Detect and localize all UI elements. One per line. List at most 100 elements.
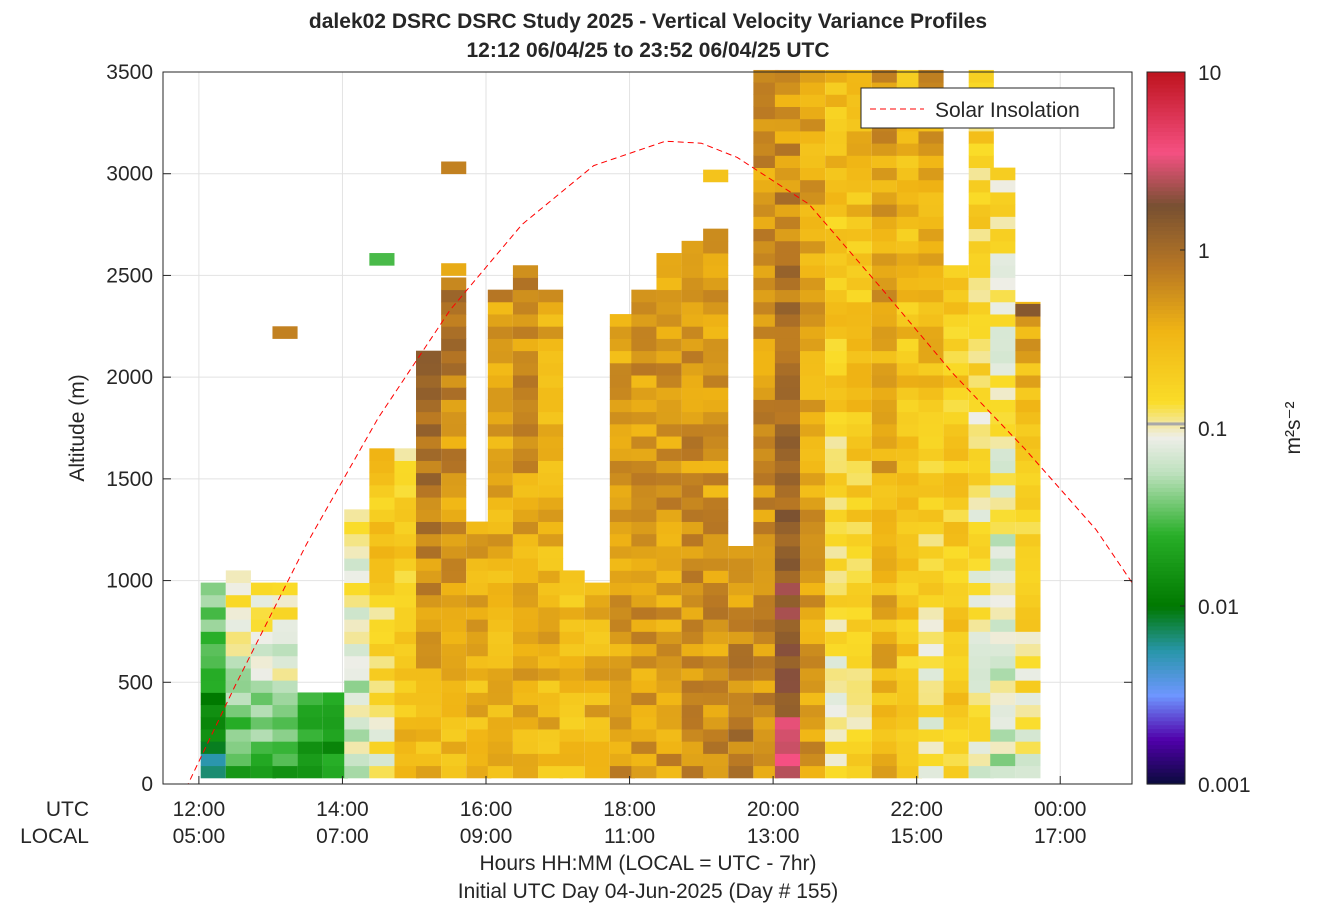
colorbar-segment bbox=[1147, 653, 1185, 659]
variance-cell bbox=[918, 338, 944, 352]
colorbar-segment bbox=[1147, 435, 1185, 441]
variance-cell bbox=[753, 179, 779, 193]
variance-cell bbox=[774, 423, 801, 437]
variance-cell bbox=[466, 643, 492, 657]
variance-cell bbox=[703, 704, 729, 718]
variance-cell bbox=[753, 192, 779, 205]
variance-cell bbox=[774, 692, 801, 706]
variance-cell bbox=[656, 289, 682, 303]
colorbar-segment bbox=[1147, 352, 1185, 358]
variance-cell bbox=[990, 350, 1016, 364]
variance-cell bbox=[609, 668, 635, 681]
variance-cell bbox=[846, 228, 872, 242]
colorbar-segment bbox=[1147, 123, 1185, 128]
variance-cell bbox=[871, 704, 897, 718]
variance-cell bbox=[631, 460, 657, 474]
variance-cell bbox=[968, 130, 994, 144]
variance-cell bbox=[512, 765, 539, 779]
variance-cell bbox=[800, 399, 826, 413]
variance-cell bbox=[774, 472, 801, 486]
variance-cell bbox=[943, 716, 969, 730]
variance-cell bbox=[631, 521, 657, 535]
variance-cell bbox=[416, 607, 442, 620]
colorbar-segment bbox=[1147, 253, 1185, 259]
variance-cell bbox=[918, 729, 944, 742]
variance-cell bbox=[250, 631, 277, 645]
y-tick-label: 1000 bbox=[106, 570, 153, 593]
colorbar-segment bbox=[1147, 708, 1185, 714]
variance-cell bbox=[681, 741, 707, 754]
variance-cell bbox=[800, 668, 826, 681]
x-tick-label-utc: 00:00 bbox=[1034, 798, 1087, 821]
variance-cell bbox=[896, 765, 923, 779]
variance-cell bbox=[703, 570, 729, 584]
variance-cell bbox=[800, 619, 826, 632]
variance-cell bbox=[800, 472, 826, 486]
variance-cell bbox=[871, 350, 897, 364]
variance-cell bbox=[487, 607, 513, 620]
variance-cell bbox=[968, 253, 994, 266]
variance-cell bbox=[825, 655, 851, 669]
variance-cell bbox=[825, 448, 851, 461]
colorbar bbox=[1147, 72, 1185, 785]
variance-cell bbox=[656, 594, 682, 608]
variance-cell bbox=[896, 253, 923, 266]
colorbar-segment bbox=[1147, 250, 1185, 255]
variance-cell bbox=[487, 631, 513, 645]
legend: Solar Insolation bbox=[860, 87, 1115, 129]
variance-cell bbox=[1015, 521, 1041, 535]
variance-cell bbox=[871, 497, 897, 510]
variance-cell bbox=[896, 545, 923, 559]
variance-cell bbox=[825, 167, 851, 181]
variance-cell bbox=[968, 594, 994, 608]
variance-cell bbox=[272, 643, 298, 657]
variance-cell bbox=[487, 729, 513, 742]
variance-cell bbox=[753, 619, 779, 632]
variance-cell bbox=[631, 619, 657, 632]
variance-cell bbox=[990, 765, 1016, 779]
variance-cell bbox=[631, 582, 657, 596]
variance-cell bbox=[800, 741, 826, 754]
variance-cell bbox=[487, 680, 513, 693]
variance-cell bbox=[990, 399, 1016, 413]
variance-cell bbox=[774, 387, 801, 400]
variance-cell bbox=[800, 570, 826, 584]
variance-cell bbox=[416, 472, 442, 486]
variance-cell bbox=[681, 301, 707, 315]
variance-cell bbox=[512, 704, 539, 718]
variance-cell bbox=[774, 155, 801, 169]
variance-cell bbox=[990, 497, 1016, 510]
variance-cell bbox=[968, 460, 994, 474]
variance-cell bbox=[943, 277, 969, 291]
variance-cell bbox=[703, 741, 729, 754]
variance-cell bbox=[943, 741, 969, 754]
x-tick-label-utc: 18:00 bbox=[603, 798, 656, 821]
variance-cell bbox=[512, 301, 539, 315]
variance-cell bbox=[825, 118, 851, 132]
variance-cell bbox=[918, 741, 944, 754]
variance-cell bbox=[774, 704, 801, 718]
colorbar-segment bbox=[1147, 103, 1185, 109]
variance-cell bbox=[871, 558, 897, 571]
colorbar-segment bbox=[1147, 340, 1185, 346]
variance-cell bbox=[825, 460, 851, 474]
colorbar-ticks: 10 1 0.1 0.01 0.001 bbox=[1180, 62, 1251, 797]
variance-cell bbox=[896, 423, 923, 437]
variance-cell bbox=[825, 545, 851, 559]
colorbar-segment bbox=[1147, 400, 1185, 405]
variance-cell bbox=[559, 655, 585, 669]
variance-cell bbox=[990, 545, 1016, 559]
variance-cell bbox=[825, 387, 851, 400]
variance-cell bbox=[846, 436, 872, 449]
plot-frame bbox=[162, 71, 1133, 785]
variance-cell bbox=[584, 668, 610, 681]
variance-cell bbox=[200, 753, 226, 767]
colorbar-segment bbox=[1147, 566, 1185, 571]
colorbar-segment bbox=[1147, 621, 1185, 627]
variance-cell bbox=[681, 558, 707, 571]
colorbar-segment bbox=[1147, 257, 1185, 263]
colorbar-segment bbox=[1147, 376, 1185, 382]
variance-cell bbox=[681, 460, 707, 474]
variance-cell bbox=[512, 558, 539, 571]
variance-cell bbox=[918, 167, 944, 181]
